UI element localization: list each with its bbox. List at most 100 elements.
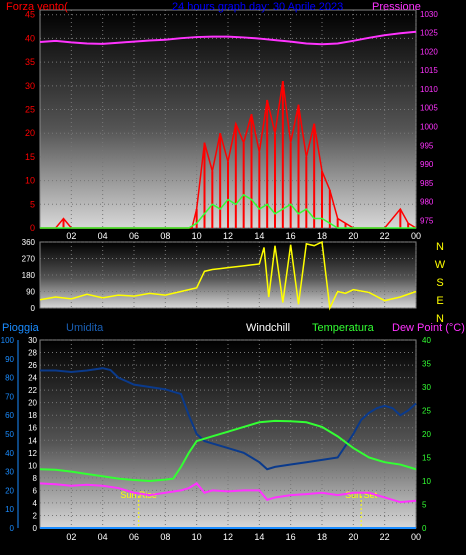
wind-direction-series bbox=[39, 240, 417, 311]
compass-label: N bbox=[436, 241, 444, 253]
pressure-tick-label: 1000 bbox=[420, 123, 438, 132]
humidity-tick-label: 30 bbox=[28, 336, 37, 345]
compass-label: W bbox=[435, 259, 446, 271]
direction-tick-label: 270 bbox=[22, 255, 36, 264]
rain-tick-label: 50 bbox=[5, 430, 14, 439]
rain-legend-label: Pioggia bbox=[2, 322, 40, 334]
humidity-tick-label: 12 bbox=[28, 449, 37, 458]
temperature-tick-label: 0 bbox=[422, 524, 427, 533]
wind-speed-tick-label: 15 bbox=[25, 152, 35, 162]
rain-tick-label: 40 bbox=[5, 449, 14, 458]
rain-tick-label: 100 bbox=[1, 336, 15, 345]
wind-pressure-series bbox=[39, 30, 417, 229]
sun-set-label: Sun Set bbox=[345, 490, 378, 500]
compass-label: E bbox=[436, 295, 443, 307]
wind-pressure-time-axis: 02 04 06 08 10 12 14 16 18 20 22 00 bbox=[66, 231, 421, 241]
pressure-line bbox=[39, 30, 417, 46]
humidity-tick-label: 2 bbox=[33, 511, 38, 520]
wind-direction-grid bbox=[40, 241, 417, 309]
windchill-legend-label: Windchill bbox=[246, 322, 290, 334]
pressure-tick-label: 975 bbox=[420, 216, 434, 225]
pressure-tick-label: 980 bbox=[420, 198, 434, 207]
rain-tick-label: 10 bbox=[5, 505, 14, 514]
pressure-tick-label: 990 bbox=[420, 160, 434, 169]
wind-speed-tick-label: 5 bbox=[30, 199, 35, 209]
wind_avg-line bbox=[40, 193, 416, 229]
humidity-line bbox=[40, 367, 417, 471]
rain-axis: 0 10 20 30 40 50 60 70 80 90 100 bbox=[1, 336, 19, 533]
wind-speed-tick-label: 30 bbox=[25, 81, 35, 91]
time-tick-label: 20 bbox=[348, 231, 358, 241]
humidity-tick-label: 26 bbox=[28, 361, 37, 370]
humidity-tick-label: 24 bbox=[28, 374, 37, 383]
time-tick-label: 04 bbox=[98, 532, 108, 542]
time-tick-label: 16 bbox=[286, 231, 296, 241]
dewpoint-legend-label: Dew Point (°C) bbox=[392, 322, 465, 334]
humidity-tick-label: 4 bbox=[33, 499, 38, 508]
temperature-tick-label: 30 bbox=[422, 383, 431, 392]
humidity-tick-label: 6 bbox=[33, 486, 38, 495]
time-tick-label: 22 bbox=[380, 532, 390, 542]
temperature-time-axis: 02 04 06 08 10 12 14 16 18 20 22 00 bbox=[66, 532, 421, 542]
rain-tick-label: 60 bbox=[5, 411, 14, 420]
time-tick-label: 14 bbox=[254, 532, 264, 542]
direction-tick-label: 360 bbox=[22, 238, 36, 247]
temperature-tick-label: 40 bbox=[422, 336, 431, 345]
wind-speed-tick-label: 35 bbox=[25, 57, 35, 67]
temperature-tick-label: 5 bbox=[422, 501, 427, 510]
wind-speed-tick-label: 40 bbox=[25, 33, 35, 43]
time-tick-label: 08 bbox=[160, 231, 170, 241]
pressure-tick-label: 985 bbox=[420, 179, 434, 188]
temperature-axis: 0 5 10 15 20 25 30 35 40 bbox=[422, 336, 431, 533]
temperature-tick-label: 35 bbox=[422, 360, 431, 369]
rain-tick-label: 30 bbox=[5, 468, 14, 477]
humidity-tick-label: 10 bbox=[28, 461, 37, 470]
time-tick-label: 00 bbox=[411, 231, 421, 241]
humidity-tick-label: 28 bbox=[28, 349, 37, 358]
temperature-tick-label: 25 bbox=[422, 407, 431, 416]
direction-tick-label: 180 bbox=[22, 271, 36, 280]
temperature-series bbox=[39, 367, 417, 529]
time-tick-label: 14 bbox=[254, 231, 264, 241]
time-tick-label: 06 bbox=[129, 231, 139, 241]
wind-speed-tick-label: 0 bbox=[30, 223, 35, 233]
wind-speed-tick-label: 10 bbox=[25, 176, 35, 186]
rain-tick-label: 0 bbox=[10, 524, 15, 533]
chart-title: 24 hours graph day: 30 Aprile 2023 bbox=[172, 1, 343, 13]
wind-direction-degree-axis: 0 90 180 270 360 bbox=[22, 238, 36, 313]
pressure-tick-label: 1020 bbox=[420, 47, 438, 56]
humidity-tick-label: 14 bbox=[28, 436, 37, 445]
time-tick-label: 02 bbox=[66, 532, 76, 542]
wind-speed-axis: 0 5 10 15 20 25 30 35 40 45 bbox=[25, 10, 35, 233]
pressure-tick-label: 1025 bbox=[420, 29, 438, 38]
dewpoint-line bbox=[39, 482, 417, 504]
wind-speed-tick-label: 45 bbox=[25, 10, 35, 20]
humidity-legend-label: Umidita bbox=[66, 322, 104, 334]
humidity-tick-label: 0 bbox=[33, 524, 38, 533]
time-tick-label: 16 bbox=[286, 532, 296, 542]
time-tick-label: 08 bbox=[160, 532, 170, 542]
rain-tick-label: 70 bbox=[5, 392, 14, 401]
pressure-tick-label: 1010 bbox=[420, 85, 438, 94]
direction-tick-label: 0 bbox=[31, 304, 36, 313]
pressure-tick-label: 1005 bbox=[420, 104, 438, 113]
time-tick-label: 18 bbox=[317, 231, 327, 241]
temperature-legend-label: Temperatura bbox=[312, 322, 375, 334]
wind-direction-line bbox=[39, 240, 417, 311]
rain-tick-label: 20 bbox=[5, 486, 14, 495]
temperature-tick-label: 15 bbox=[422, 454, 431, 463]
rain-tick-label: 80 bbox=[5, 374, 14, 383]
time-tick-label: 02 bbox=[66, 231, 76, 241]
time-tick-label: 20 bbox=[348, 532, 358, 542]
time-tick-label: 18 bbox=[317, 532, 327, 542]
pressure-tick-label: 1015 bbox=[420, 66, 438, 75]
direction-tick-label: 90 bbox=[26, 288, 35, 297]
humidity-tick-label: 20 bbox=[28, 399, 37, 408]
time-tick-label: 10 bbox=[192, 231, 202, 241]
humidity-tick-label: 22 bbox=[28, 386, 37, 395]
time-tick-label: 04 bbox=[98, 231, 108, 241]
time-tick-label: 12 bbox=[223, 231, 233, 241]
